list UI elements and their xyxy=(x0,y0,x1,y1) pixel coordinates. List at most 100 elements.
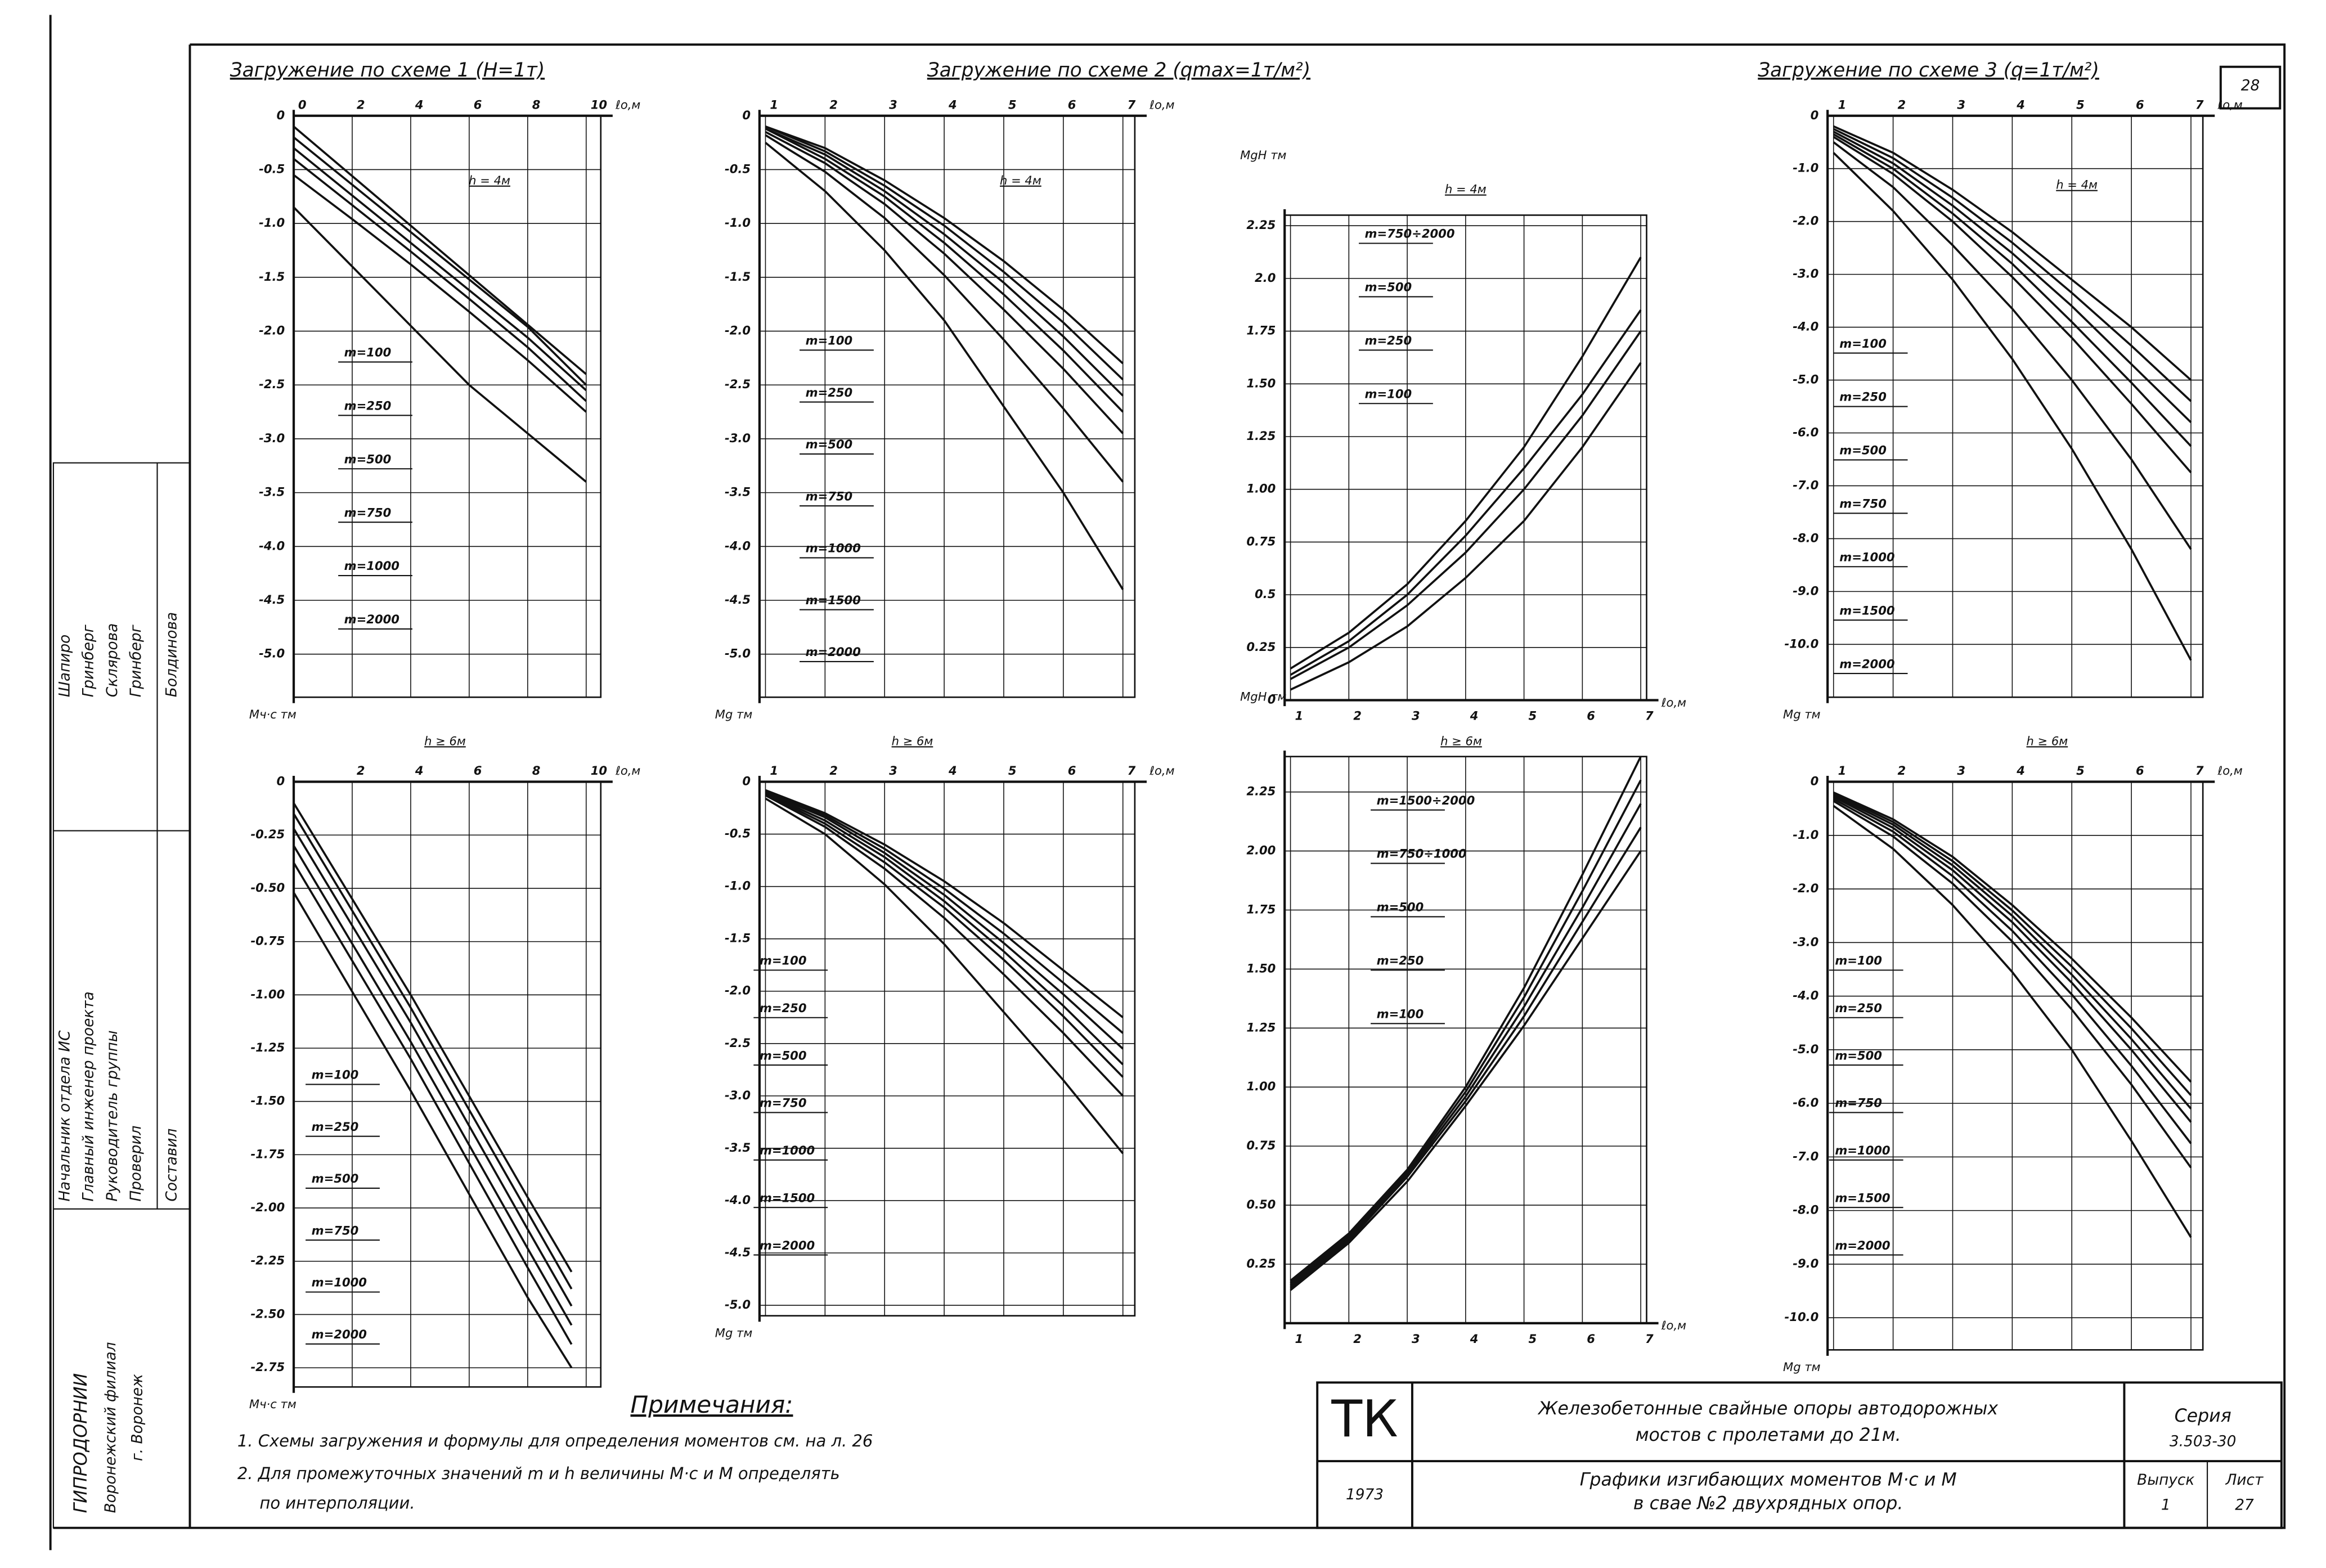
x-tick-label: 1 xyxy=(1838,97,1847,111)
legend-label: m=500 xyxy=(1835,1048,1882,1062)
curve xyxy=(765,125,1124,380)
y-tick-label: -3.0 xyxy=(725,431,751,445)
x-tick-label: 7 xyxy=(2195,763,2204,778)
legend-label: m=500 xyxy=(344,452,392,466)
y-axis-label: Mч·c тм xyxy=(249,707,297,721)
y-tick-label: 2.25 xyxy=(1246,784,1276,798)
x-axis-label: ℓo,м xyxy=(1661,695,1686,709)
y-tick-label: -0.25 xyxy=(250,827,285,841)
x-tick-label: 6 xyxy=(474,97,482,111)
person: Болдинова xyxy=(163,612,180,697)
y-axis-label: MgH тм xyxy=(1240,148,1286,162)
x-tick-label: 1 xyxy=(770,97,778,111)
x-tick-label: 5 xyxy=(1529,709,1537,723)
legend-label: m=100 xyxy=(344,345,392,360)
y-tick-label: 1.75 xyxy=(1246,324,1276,338)
curve xyxy=(1290,803,1642,1287)
legend-label: m=2000 xyxy=(806,645,861,659)
y-tick-label: 0 xyxy=(1811,108,1819,122)
x-tick-label: 3 xyxy=(889,763,897,778)
x-tick-label: 2 xyxy=(1353,1332,1362,1346)
y-tick-label: -5.0 xyxy=(259,646,285,661)
curve xyxy=(1290,257,1642,670)
curve xyxy=(293,206,587,483)
y-tick-label: -5.0 xyxy=(725,1297,751,1311)
y-tick-label: -2.5 xyxy=(259,377,285,391)
x-tick-label: 6 xyxy=(2136,97,2144,111)
x-tick-label: 2 xyxy=(829,97,838,111)
y-tick-label: -4.5 xyxy=(725,1245,751,1259)
y-tick-label: -3.0 xyxy=(259,431,285,445)
legend-label: m=100 xyxy=(1839,336,1887,351)
legend-label: m=1000 xyxy=(1839,550,1894,564)
y-tick-label: -2.0 xyxy=(725,324,751,338)
role: Главный инженер проекта xyxy=(80,991,97,1201)
y-axis-label: Mg тм xyxy=(1783,707,1821,721)
x-tick-label: 8 xyxy=(532,97,541,111)
x-tick-label: 2 xyxy=(357,97,365,111)
x-tick-label: 1 xyxy=(1838,763,1847,778)
chart-title: h ≥ 6м xyxy=(424,734,466,748)
y-axis-label: Mч·c тм xyxy=(249,1397,297,1411)
y-tick-label: 0.75 xyxy=(1246,1138,1276,1152)
y-tick-label: 1.00 xyxy=(1246,1079,1276,1093)
x-tick-label: 2 xyxy=(1898,763,1906,778)
y-tick-label: 1.75 xyxy=(1246,902,1276,916)
note: 1. Схемы загружения и формулы для опреде… xyxy=(237,1431,873,1450)
x-tick-label: 4 xyxy=(415,97,424,111)
chart-title: h ≥ 6м xyxy=(1440,734,1482,748)
x-tick-label: 6 xyxy=(2136,763,2144,778)
legend-label: m=1500 xyxy=(1839,603,1894,617)
role: Руководитель группы xyxy=(104,1030,121,1201)
note: по интерполяции. xyxy=(259,1494,415,1513)
legend-label: m=500 xyxy=(760,1048,807,1062)
issue-label: Выпуск xyxy=(2137,1472,2194,1489)
curve xyxy=(765,134,1124,483)
curve xyxy=(1833,800,2192,1169)
curve xyxy=(1833,136,2192,474)
y-tick-label: -9.0 xyxy=(1793,1256,1818,1270)
y-tick-label: -1.5 xyxy=(725,931,751,945)
sheet-corner: 28 xyxy=(2241,78,2260,95)
legend-label: m=750 xyxy=(312,1223,359,1237)
legend-label: m=100 xyxy=(1365,387,1412,401)
x-tick-label: 6 xyxy=(474,763,482,778)
curve xyxy=(293,892,573,1369)
y-axis-label: Mg тм xyxy=(715,707,753,721)
project-name: мостов с пролетами до 21м. xyxy=(1636,1425,1901,1445)
y-tick-label: -10.0 xyxy=(1785,636,1819,650)
y-tick-label: 0 xyxy=(1268,693,1276,707)
x-axis-label: ℓo,м xyxy=(2217,97,2243,111)
person: Склярова xyxy=(104,623,121,698)
y-tick-label: -2.25 xyxy=(250,1253,285,1268)
curve xyxy=(293,158,587,402)
legend-label: m=250 xyxy=(1365,334,1412,348)
legend-label: m=250 xyxy=(312,1120,359,1134)
legend-label: m=250 xyxy=(1835,1001,1882,1015)
curve xyxy=(1833,798,2192,1144)
y-tick-label: -2.0 xyxy=(259,324,285,338)
chart-title: h ≥ 6м xyxy=(892,734,933,748)
curve xyxy=(1290,779,1642,1284)
legend-label: m=500 xyxy=(1839,443,1887,457)
x-axis-label: ℓo,м xyxy=(615,763,640,778)
y-tick-label: -1.00 xyxy=(250,987,285,1001)
curve xyxy=(765,793,1124,1078)
x-tick-label: 7 xyxy=(1645,1332,1654,1346)
y-tick-label: -0.5 xyxy=(259,161,285,176)
x-tick-label: 4 xyxy=(2016,97,2025,111)
curve xyxy=(765,790,1124,1034)
x-tick-label: 4 xyxy=(1470,1332,1479,1346)
x-tick-label: 10 xyxy=(591,97,607,111)
y-tick-label: -0.5 xyxy=(725,161,751,176)
legend-label: m=100 xyxy=(1835,954,1882,968)
y-tick-label: 0.75 xyxy=(1246,534,1276,548)
y-tick-label: -2.0 xyxy=(725,983,751,998)
y-tick-label: 0 xyxy=(742,774,751,788)
year: 1973 xyxy=(1346,1486,1384,1503)
legend-label: m=750 xyxy=(344,505,392,519)
title-block: ТК 1973 Железобетонные свайные опоры авт… xyxy=(1316,1381,2283,1529)
curve xyxy=(1833,125,2192,381)
y-tick-label: 1.25 xyxy=(1246,429,1276,443)
curve xyxy=(1833,133,2192,447)
